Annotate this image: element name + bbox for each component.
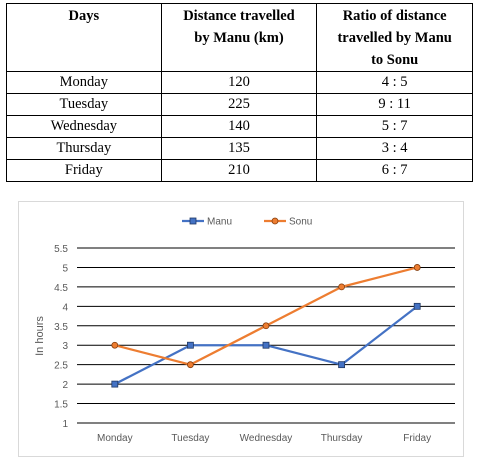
cell-distance: 120 — [160, 71, 318, 94]
data-point — [413, 264, 421, 271]
y-tick-label: 3.5 — [54, 322, 68, 333]
legend-marker — [271, 217, 279, 225]
y-tick-label: 1 — [62, 419, 68, 430]
chart-series — [111, 264, 421, 388]
cell-ratio: 3 : 4 — [316, 137, 473, 160]
header-line: travelled by Manu — [337, 30, 452, 46]
header-line: Days — [68, 8, 100, 24]
cell-day: Tuesday — [6, 93, 162, 116]
legend-item-sonu: Sonu — [264, 217, 312, 228]
header-line: Distance travelled — [183, 8, 295, 24]
x-tick-label: Friday — [403, 433, 431, 444]
x-tick-label: Tuesday — [171, 433, 209, 444]
table-row: Monday 120 4 : 5 — [6, 71, 473, 94]
x-tick-label: Thursday — [321, 433, 363, 444]
table-row: Friday 210 6 : 7 — [6, 159, 473, 182]
y-tick-label: 5 — [62, 263, 68, 274]
cell-ratio: 5 : 7 — [316, 115, 473, 138]
series-sonu — [111, 264, 421, 369]
x-axis-ticks: Monday Tuesday Wednesday Thursday Friday — [97, 433, 431, 444]
y-tick-label: 4 — [62, 302, 68, 313]
y-tick-label: 2 — [62, 380, 68, 391]
line-chart: Manu Sonu 1 1.5 2 2.5 3 3.5 4 4.5 5 5.5 Monday Tues… — [34, 217, 455, 444]
cell-day: Thursday — [6, 137, 162, 160]
x-tick-label: Monday — [97, 433, 133, 444]
cell-ratio: 6 : 7 — [316, 159, 473, 182]
y-tick-label: 4.5 — [54, 283, 68, 294]
cell-distance: 140 — [160, 115, 318, 138]
data-point — [338, 283, 346, 291]
table-row: Thursday 135 3 : 4 — [6, 137, 473, 160]
y-axis-label: In hours — [34, 316, 46, 356]
cell-ratio: 4 : 5 — [316, 71, 473, 94]
legend-label: Sonu — [289, 217, 312, 228]
legend-item-manu: Manu — [182, 217, 232, 228]
cell-distance: 135 — [160, 137, 318, 160]
chart-grid — [77, 247, 455, 424]
chart-legend: Manu Sonu — [182, 217, 312, 228]
data-point — [338, 361, 346, 369]
y-tick-label: 1.5 — [54, 400, 68, 411]
y-tick-label: 2.5 — [54, 361, 68, 372]
cell-day: Wednesday — [6, 115, 162, 138]
data-point — [111, 341, 119, 349]
header-days: Days — [6, 3, 162, 72]
table-header-row: Days Distance travelled by Manu (km) Rat… — [6, 3, 473, 72]
data-point — [262, 322, 270, 330]
data-point — [186, 341, 194, 349]
cell-distance: 210 — [160, 159, 318, 182]
data-table: Days Distance travelled by Manu (km) Rat… — [6, 3, 473, 182]
cell-day: Friday — [6, 159, 162, 182]
header-distance-manu: Distance travelled by Manu (km) — [160, 3, 318, 72]
y-tick-label: 3 — [62, 341, 68, 352]
x-tick-label: Wednesday — [240, 433, 293, 444]
legend-label: Manu — [207, 217, 232, 228]
header-ratio: Ratio of distance travelled by Manu to S… — [316, 3, 473, 72]
header-line: to Sonu — [371, 52, 419, 68]
y-tick-label: 5.5 — [54, 244, 68, 255]
table-row: Tuesday 225 9 : 11 — [6, 93, 473, 116]
table-row: Wednesday 140 5 : 7 — [6, 115, 473, 138]
line-chart-box: Manu Sonu 1 1.5 2 2.5 3 3.5 4 4.5 5 5.5 Monday Tues… — [18, 201, 464, 457]
header-line: Ratio of distance — [342, 8, 447, 24]
legend-marker — [189, 217, 197, 225]
cell-day: Monday — [6, 71, 162, 94]
cell-distance: 225 — [160, 93, 318, 116]
data-point — [111, 380, 119, 388]
header-line: by Manu (km) — [194, 30, 284, 46]
y-axis-ticks: 1 1.5 2 2.5 3 3.5 4 4.5 5 5.5 — [54, 244, 68, 430]
cell-ratio: 9 : 11 — [316, 93, 473, 116]
data-point — [262, 341, 270, 349]
data-point — [186, 361, 194, 369]
series-line — [114, 266, 418, 366]
data-point — [413, 302, 421, 310]
